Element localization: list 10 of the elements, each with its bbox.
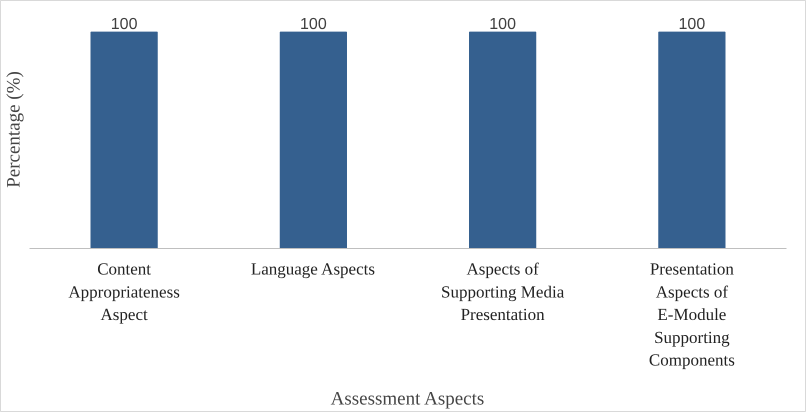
- data-label: 100: [300, 16, 327, 34]
- data-label: 100: [489, 16, 516, 34]
- data-label: 100: [110, 16, 138, 34]
- x-tick-label: Aspects of Supporting Media Presentation: [441, 260, 565, 324]
- data-label: 100: [678, 16, 706, 34]
- x-axis-title: Assessment Aspects: [330, 388, 484, 410]
- x-tick-label: Content Appropriateness Aspect: [68, 260, 180, 324]
- x-tick-label: Language Aspects: [250, 260, 375, 278]
- y-axis-title: Percentage (%): [4, 71, 24, 188]
- x-tick-label: Presentation Aspects of E-Module Supporting Components: [648, 260, 735, 370]
